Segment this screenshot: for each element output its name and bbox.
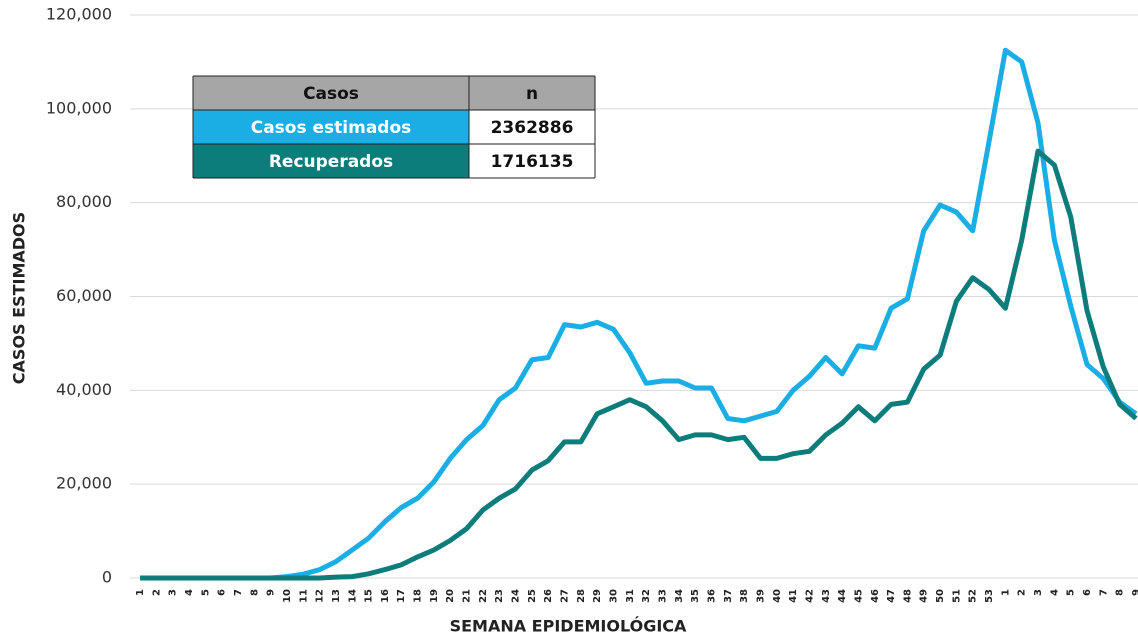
x-tick-label: 30 (609, 589, 620, 603)
table-row-bg (193, 110, 469, 144)
x-tick-label: 25 (527, 589, 538, 603)
x-tick-label: 29 (592, 589, 603, 603)
x-tick-label: 45 (853, 589, 864, 603)
x-tick-label: 34 (674, 589, 685, 603)
x-tick-label: 1 (1000, 589, 1011, 596)
x-tick-label: 24 (511, 589, 522, 603)
x-tick-label: 16 (380, 589, 391, 603)
x-tick-label: 4 (184, 589, 195, 596)
y-tick-label: 100,000 (46, 98, 112, 117)
x-tick-label: 44 (837, 589, 848, 603)
x-tick-label: 19 (429, 589, 440, 603)
x-tick-label: 12 (315, 589, 326, 603)
series-line (140, 148, 1138, 581)
x-tick-label: 37 (723, 589, 734, 603)
y-tick-label: 120,000 (46, 5, 112, 24)
y-axis-title: CASOS ESTIMADOS (10, 212, 29, 384)
x-tick-label: 8 (1115, 589, 1126, 596)
x-tick-label: 49 (919, 589, 930, 603)
x-tick-label: 32 (641, 589, 652, 603)
x-tick-label: 7 (1098, 589, 1109, 596)
x-tick-label: 14 (347, 589, 358, 603)
x-tick-label: 11 (298, 589, 309, 603)
x-tick-label: 17 (396, 589, 407, 603)
table-header: n (526, 84, 538, 104)
x-axis-title: SEMANA EPIDEMIOLÓGICA (450, 617, 687, 636)
x-tick-label: 52 (968, 589, 979, 603)
x-tick-label: 4 (1049, 589, 1060, 596)
table-header-bg (193, 76, 595, 110)
x-tick-label: 47 (886, 589, 897, 603)
x-tick-label: 20 (445, 589, 456, 603)
x-tick-label: 40 (772, 589, 783, 603)
table-cell: 2362886 (491, 118, 574, 138)
x-tick-label: 13 (331, 589, 342, 603)
x-tick-label: 6 (1082, 589, 1093, 596)
x-tick-label: 46 (870, 589, 881, 603)
x-tick-label: 1 (135, 589, 146, 596)
x-tick-label: 33 (657, 589, 668, 603)
y-tick-label: 80,000 (56, 192, 112, 211)
y-tick-label: 0 (102, 568, 112, 587)
x-tick-label: 9 (1131, 589, 1138, 596)
x-tick-label: 43 (821, 589, 832, 603)
x-tick-label: 9 (266, 589, 277, 596)
x-tick-label: 38 (739, 589, 750, 603)
x-tick-label: 6 (217, 589, 228, 596)
table-row-bg (193, 144, 469, 178)
x-tick-label: 27 (560, 589, 571, 603)
x-tick-label: 28 (576, 589, 587, 603)
x-tick-label: 51 (951, 589, 962, 603)
y-tick-label: 40,000 (56, 380, 112, 399)
x-tick-label: 2 (1017, 589, 1028, 596)
table-row-label: Casos estimados (251, 118, 412, 138)
y-tick-label: 60,000 (56, 286, 112, 305)
x-tick-label: 5 (200, 589, 211, 596)
x-tick-label: 10 (282, 589, 293, 603)
x-tick-label: 50 (935, 589, 946, 603)
table-header: Casos (303, 84, 359, 104)
y-tick-label: 20,000 (56, 474, 112, 493)
x-tick-label: 53 (984, 589, 995, 603)
x-tick-label: 2 (151, 589, 162, 596)
x-tick-label: 31 (625, 589, 636, 603)
series-line (140, 47, 1138, 581)
x-tick-label: 3 (168, 589, 179, 596)
x-tick-label: 8 (249, 589, 260, 596)
x-tick-label: 5 (1066, 589, 1077, 596)
legend-table: Casos n Casos estimados 2362886 Recuperados 1… (192, 75, 596, 179)
x-tick-label: 18 (413, 589, 424, 603)
table-row-label: Recuperados (269, 152, 393, 172)
x-tick-label: 35 (690, 589, 701, 603)
x-tick-label: 36 (706, 589, 717, 603)
x-tick-label: 7 (233, 589, 244, 596)
x-tick-label: 48 (902, 589, 913, 603)
x-tick-label: 15 (364, 589, 375, 603)
table-cell: 1716135 (491, 152, 574, 172)
x-tick-label: 21 (462, 589, 473, 603)
x-tick-label: 39 (755, 589, 766, 603)
x-tick-label: 42 (804, 589, 815, 603)
x-tick-label: 23 (494, 589, 505, 603)
x-tick-label: 41 (788, 589, 799, 603)
x-tick-label: 22 (478, 589, 489, 603)
x-tick-label: 3 (1033, 589, 1044, 596)
x-tick-label: 26 (543, 589, 554, 603)
